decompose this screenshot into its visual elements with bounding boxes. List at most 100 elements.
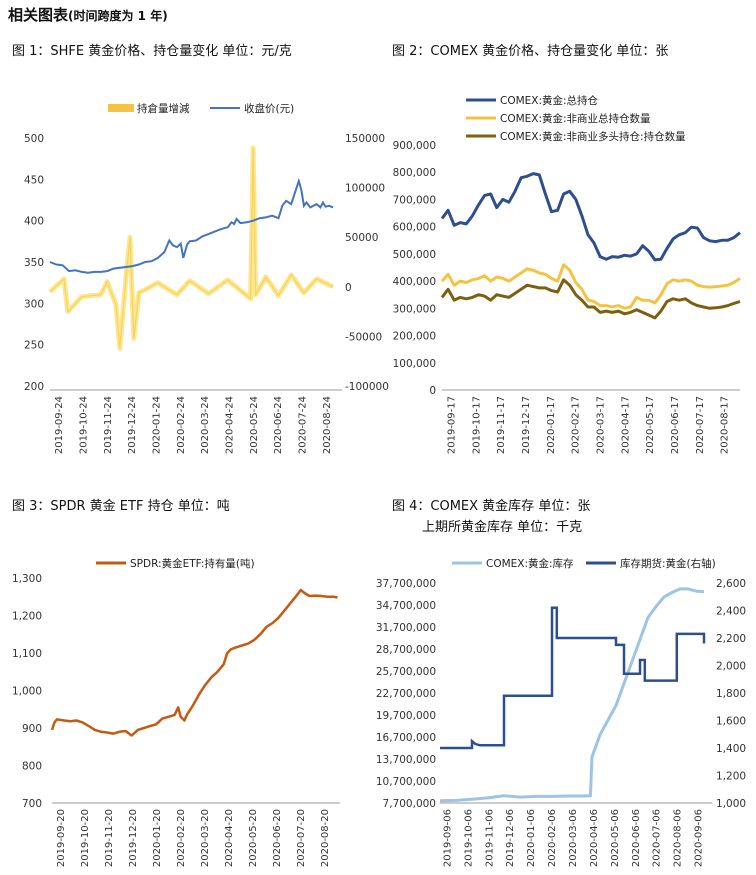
x-tick-label: 2019-10-17 [471,396,482,454]
x-tick-label: 2020-05-17 [645,396,656,454]
y-right-tick-label: 1,600 [716,716,746,728]
y-tick-label: 0 [429,385,436,397]
x-tick-label: 2019-12-24 [127,396,138,454]
y-tick-label: 1,200 [12,611,42,623]
y-right-tick-label: 1,400 [716,743,746,755]
x-tick-label: 2019-11-24 [103,396,114,454]
y-tick-label: 700 [22,798,42,810]
x-tick-label: 2020-01-06 [526,809,537,867]
panel-4-title: 图 4：COMEX 黄金库存 单位：张 [392,499,591,514]
x-tick-label: 2020-06-17 [670,396,681,454]
legend-1-label: 持倉量增減 [137,102,190,115]
x-tick-label: 2020-07-17 [695,396,706,454]
x-tick-label: 2020-07-06 [652,809,663,867]
y-right-tick-label: -50000 [345,331,382,343]
x-tick-label: 2019-12-17 [521,396,532,454]
series-shfe-inventory [440,606,706,750]
x-tick-label: 2020-02-17 [571,396,582,454]
y-tick-label: 100,000 [393,358,436,370]
legend-shfe-inventory-label: 库存期货:黄金(右轴) [620,557,716,570]
x-tick-label: 2020-02-06 [547,809,558,867]
x-tick-label: 2020-04-06 [589,809,600,867]
y-tick-label: 600,000 [393,222,436,234]
panel-4-title-2: 上期所黄金库存 单位：千克 [422,520,583,535]
series-comex-inventory [439,587,705,803]
y-right-tick-label: 0 [345,282,352,294]
series-open-interest-change [48,145,335,351]
y-tick-label: 800,000 [393,167,436,179]
x-tick-label: 2020-08-24 [322,396,333,454]
x-tick-label: 2020-08-20 [320,809,331,867]
x-tick-label: 2020-03-06 [568,809,579,867]
legend-comex-inventory-label: COMEX:黄金:库存 [486,557,574,570]
x-tick-label: 2020-04-20 [224,809,235,867]
y-right-tick-label: 2,200 [716,633,746,645]
x-tick-label: 2019-09-20 [56,809,67,867]
legend-2-label: 收盘价(元) [244,102,294,115]
series-noncommercial-total [440,263,741,310]
chart-comex-inventory: 37,700,000 34,700,000 31,700,000 28,700,000… [376,557,746,867]
y-right-tick-label: -100000 [345,381,389,393]
x-tick-label: 2020-06-06 [631,809,642,867]
y-tick-label: 700,000 [393,194,436,206]
y-left-tick-label: 22,700,000 [376,688,436,700]
y-left-tick-label: 500 [24,133,44,145]
x-tick-label: 2020-06-24 [273,396,284,454]
panel-3-title: 图 3：SPDR 黄金 ETF 持仓 单位：吨 [12,499,230,514]
y-left-tick-label: 300 [24,298,44,310]
y-left-tick-label: 19,700,000 [376,710,436,722]
x-tick-label: 2020-03-17 [595,396,606,454]
y-left-tick-label: 16,700,000 [376,732,436,744]
y-right-tick-label: 2,600 [716,578,746,590]
x-tick-label: 2020-09-06 [694,809,705,867]
y-tick-label: 1,100 [12,648,42,660]
series-open-interest-change-edge [49,147,334,349]
y-left-tick-label: 200 [24,381,44,393]
y-tick-label: 200,000 [393,331,436,343]
panel-2-title: 图 2：COMEX 黄金价格、持仓量变化 单位：张 [392,44,669,59]
series-spdr-holdings [50,588,338,737]
x-tick-label: 2020-01-24 [152,396,163,454]
x-tick-label: 2020-02-24 [176,396,187,454]
y-left-tick-label: 450 [24,174,44,186]
x-tick-label: 2020-04-24 [225,396,236,454]
panel-1-title: 图 1：SHFE 黄金价格、持仓量变化 单位：元/克 [12,44,292,59]
x-tick-label: 2019-10-06 [463,809,474,867]
y-left-tick-label: 25,700,000 [376,666,436,678]
x-tick-label: 2020-02-20 [176,809,187,867]
series-close-price [49,177,334,274]
x-tick-label: 2020-03-24 [200,396,211,454]
y-tick-label: 400,000 [393,276,436,288]
y-left-tick-label: 250 [24,340,44,352]
legend-1-swatch [108,104,134,112]
x-tick-label: 2020-08-17 [720,396,731,454]
x-tick-label: 2020-05-06 [610,809,621,867]
y-right-tick-label: 2,000 [716,661,746,673]
x-tick-label: 2020-01-17 [546,396,557,454]
x-tick-label: 2020-06-20 [272,809,283,867]
x-tick-label: 2019-10-20 [80,809,91,867]
chart-shfe-gold: 500 450 400 350 300 250 200 150000 100000 50000 0 -… [24,102,389,454]
x-tick-label: 2020-07-24 [298,396,309,454]
x-tick-label: 2019-10-24 [79,396,90,454]
series-noncommercial-long [440,278,741,320]
y-right-tick-label: 150000 [345,133,385,145]
y-left-tick-label: 37,700,000 [376,578,436,590]
y-right-tick-label: 1,800 [716,688,746,700]
x-tick-label: 2019-11-17 [496,396,507,454]
legend-spdr-label: SPDR:黄金ETF:持有量(吨) [130,557,255,570]
x-tick-label: 2020-05-20 [248,809,259,867]
y-tick-label: 800 [22,761,42,773]
chart-spdr-holdings: 1,300 1,200 1,100 1,000 900 800 700 2019-09-20 2… [12,557,340,867]
x-tick-label: 2020-04-17 [620,396,631,454]
x-tick-label: 2019-11-06 [484,809,495,867]
y-right-tick-label: 2,400 [716,606,746,618]
y-tick-label: 500,000 [393,249,436,261]
legend-noncommercial-long-label: COMEX:黄金:非商业多头持仓:持仓数量 [500,130,686,143]
y-tick-label: 900,000 [393,140,436,152]
x-tick-label: 2019-09-24 [54,396,65,454]
x-tick-label: 2019-09-17 [446,396,457,454]
y-left-tick-label: 7,700,000 [383,798,436,810]
y-left-tick-label: 350 [24,257,44,269]
y-right-tick-label: 1,000 [716,798,746,810]
